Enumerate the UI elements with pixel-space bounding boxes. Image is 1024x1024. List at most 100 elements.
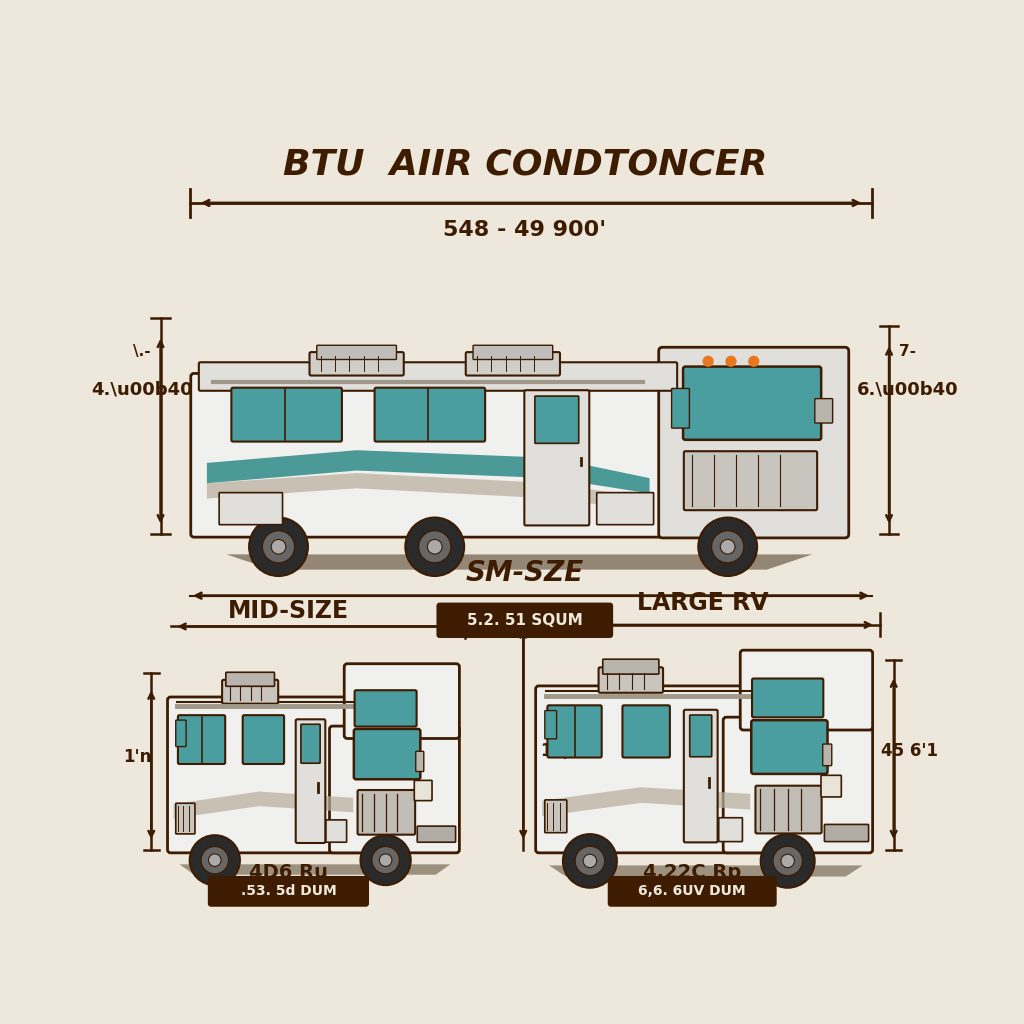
Circle shape: [712, 530, 743, 563]
FancyBboxPatch shape: [672, 388, 689, 428]
FancyBboxPatch shape: [330, 726, 460, 853]
FancyBboxPatch shape: [597, 493, 653, 524]
FancyBboxPatch shape: [719, 818, 742, 842]
FancyBboxPatch shape: [599, 668, 664, 693]
FancyBboxPatch shape: [545, 711, 557, 739]
Text: LARGE RV: LARGE RV: [637, 592, 768, 615]
Text: 4,22C Rp: 4,22C Rp: [643, 863, 741, 883]
FancyBboxPatch shape: [815, 398, 833, 423]
FancyBboxPatch shape: [219, 493, 283, 524]
FancyBboxPatch shape: [684, 452, 817, 510]
Circle shape: [209, 854, 221, 866]
Circle shape: [262, 530, 295, 563]
FancyBboxPatch shape: [756, 785, 821, 834]
FancyBboxPatch shape: [683, 367, 821, 440]
FancyBboxPatch shape: [603, 659, 658, 674]
Polygon shape: [549, 865, 862, 877]
FancyBboxPatch shape: [821, 775, 842, 797]
FancyBboxPatch shape: [296, 719, 326, 843]
Text: 6,6. 6UV DUM: 6,6. 6UV DUM: [638, 885, 746, 898]
Circle shape: [271, 540, 286, 554]
Circle shape: [575, 846, 605, 876]
FancyBboxPatch shape: [176, 720, 186, 746]
Circle shape: [372, 847, 399, 873]
FancyBboxPatch shape: [208, 876, 369, 906]
Circle shape: [720, 540, 735, 554]
FancyBboxPatch shape: [690, 715, 712, 757]
FancyBboxPatch shape: [168, 697, 366, 853]
Circle shape: [761, 835, 815, 888]
Text: 4D6 Ru: 4D6 Ru: [249, 863, 328, 883]
FancyBboxPatch shape: [822, 744, 831, 766]
Text: 7-: 7-: [899, 344, 916, 359]
FancyBboxPatch shape: [684, 710, 718, 843]
FancyBboxPatch shape: [231, 388, 342, 441]
FancyBboxPatch shape: [375, 388, 485, 441]
Text: 4.\u00b40: 4.\u00b40: [91, 380, 193, 398]
FancyBboxPatch shape: [436, 602, 613, 638]
FancyBboxPatch shape: [535, 396, 579, 443]
Circle shape: [781, 854, 795, 867]
FancyBboxPatch shape: [416, 752, 424, 771]
FancyBboxPatch shape: [623, 706, 670, 758]
Text: .53. 5d DUM: .53. 5d DUM: [241, 885, 336, 898]
Circle shape: [702, 355, 714, 367]
FancyBboxPatch shape: [301, 724, 321, 763]
Text: 548 - 49 900': 548 - 49 900': [443, 220, 606, 240]
FancyBboxPatch shape: [190, 374, 705, 538]
FancyBboxPatch shape: [326, 820, 347, 842]
Text: 6.\u00b40: 6.\u00b40: [857, 380, 958, 398]
Circle shape: [379, 854, 392, 866]
Circle shape: [583, 854, 597, 867]
FancyBboxPatch shape: [176, 803, 195, 834]
Circle shape: [749, 355, 760, 367]
FancyBboxPatch shape: [824, 824, 868, 842]
Text: BTU  AIIR CONDTONCER: BTU AIIR CONDTONCER: [283, 147, 767, 181]
Text: \.-: \.-: [133, 344, 151, 359]
Circle shape: [773, 846, 803, 876]
FancyBboxPatch shape: [222, 680, 279, 703]
FancyBboxPatch shape: [309, 352, 403, 376]
Circle shape: [189, 836, 240, 885]
FancyBboxPatch shape: [548, 706, 602, 758]
FancyBboxPatch shape: [752, 720, 827, 774]
Circle shape: [698, 517, 757, 575]
Text: 5.2. 51 SQUM: 5.2. 51 SQUM: [467, 612, 583, 628]
FancyBboxPatch shape: [545, 800, 567, 833]
FancyBboxPatch shape: [536, 686, 764, 853]
Text: 16,'m: 16,'m: [541, 742, 592, 760]
Circle shape: [360, 836, 411, 885]
FancyBboxPatch shape: [740, 650, 872, 730]
FancyBboxPatch shape: [354, 690, 417, 727]
FancyBboxPatch shape: [417, 826, 456, 842]
FancyBboxPatch shape: [357, 790, 415, 835]
Polygon shape: [542, 787, 751, 816]
Circle shape: [725, 355, 736, 367]
Text: MID-SIZE: MID-SIZE: [228, 599, 349, 623]
Circle shape: [419, 530, 451, 563]
FancyBboxPatch shape: [658, 347, 849, 538]
FancyBboxPatch shape: [415, 780, 432, 801]
FancyBboxPatch shape: [752, 679, 823, 718]
Polygon shape: [179, 864, 451, 874]
FancyBboxPatch shape: [344, 664, 460, 738]
FancyBboxPatch shape: [226, 673, 274, 686]
Text: 1'n: 1'n: [123, 749, 152, 766]
Circle shape: [563, 835, 616, 888]
Circle shape: [249, 517, 308, 575]
Circle shape: [427, 540, 442, 554]
FancyBboxPatch shape: [473, 345, 553, 359]
Text: SM-SZE: SM-SZE: [466, 558, 584, 587]
FancyBboxPatch shape: [354, 729, 420, 779]
Circle shape: [201, 847, 228, 873]
Polygon shape: [207, 473, 649, 511]
Polygon shape: [174, 792, 353, 818]
Text: 45 6'1: 45 6'1: [881, 742, 938, 760]
FancyBboxPatch shape: [316, 345, 396, 359]
FancyBboxPatch shape: [243, 715, 284, 764]
Polygon shape: [226, 554, 812, 569]
FancyBboxPatch shape: [607, 876, 776, 906]
FancyBboxPatch shape: [178, 715, 225, 764]
FancyBboxPatch shape: [199, 362, 677, 391]
FancyBboxPatch shape: [524, 390, 589, 525]
